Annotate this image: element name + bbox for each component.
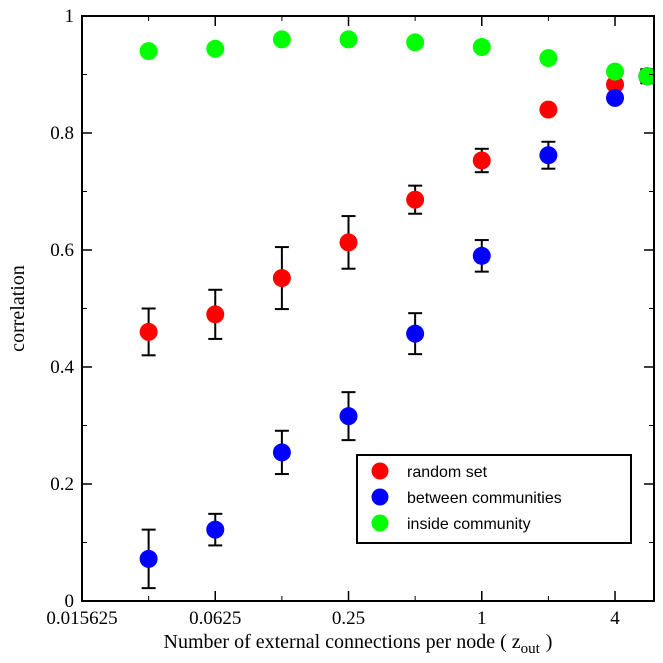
marks-clipped bbox=[139, 30, 654, 590]
data-point bbox=[139, 549, 158, 568]
legend-marker bbox=[371, 488, 389, 506]
axes: 0 0.2 0.4 0.6 0.8 1 0.015625 0.0625 0.25 1 4 bbox=[46, 6, 654, 629]
legend: random set between communities inside comm… bbox=[356, 454, 632, 544]
x-tick-label: 0.25 bbox=[332, 608, 365, 629]
legend-marker bbox=[371, 514, 389, 532]
legend-marker bbox=[371, 462, 389, 480]
x-tick-label: 4 bbox=[610, 608, 620, 629]
data-point bbox=[539, 146, 558, 165]
data-point bbox=[406, 190, 425, 209]
x-tick-label: 1 bbox=[477, 608, 487, 629]
data-point bbox=[272, 30, 291, 49]
data-point bbox=[272, 269, 291, 288]
data-point bbox=[139, 42, 158, 61]
data-point bbox=[339, 407, 358, 426]
x-axis-title-close: ) bbox=[546, 631, 553, 653]
data-point bbox=[206, 39, 225, 58]
y-tick-label: 0.8 bbox=[50, 123, 74, 144]
data-point bbox=[539, 100, 558, 119]
legend-label: random set bbox=[407, 464, 488, 481]
data-point bbox=[206, 305, 225, 324]
data-point bbox=[406, 33, 425, 52]
plot-marks bbox=[139, 30, 654, 590]
data-point bbox=[472, 151, 491, 170]
data-point bbox=[339, 30, 358, 49]
data-point bbox=[272, 443, 291, 462]
data-point bbox=[606, 62, 625, 81]
y-tick-label: 1 bbox=[65, 6, 75, 27]
x-axis-title-main: Number of external connections per node … bbox=[164, 631, 521, 653]
y-tick-label: 0.2 bbox=[50, 474, 74, 495]
data-point bbox=[606, 75, 625, 94]
y-tick-label: 0 bbox=[65, 591, 75, 612]
y-tick-label: 0.4 bbox=[50, 357, 74, 378]
series-random-set bbox=[139, 67, 654, 357]
data-point bbox=[539, 49, 558, 68]
data-point bbox=[406, 324, 425, 343]
data-point bbox=[139, 322, 158, 341]
data-point bbox=[472, 246, 491, 265]
data-point bbox=[339, 233, 358, 252]
data-point bbox=[472, 38, 491, 57]
x-tick-label: 0.015625 bbox=[46, 608, 117, 629]
y-axis-title: correlation bbox=[7, 265, 29, 352]
legend-box bbox=[356, 454, 632, 544]
legend-label: between communities bbox=[407, 490, 562, 507]
legend-label: inside community bbox=[407, 516, 531, 533]
x-tick-label: 0.0625 bbox=[189, 608, 241, 629]
data-point bbox=[206, 520, 225, 539]
data-point bbox=[638, 67, 654, 86]
y-tick-label: 0.6 bbox=[50, 240, 74, 261]
series-inside-community bbox=[139, 30, 654, 86]
x-axis-title: Number of external connections per node … bbox=[164, 631, 553, 657]
x-axis-title-subscript: out bbox=[521, 641, 541, 657]
data-point bbox=[606, 88, 625, 107]
